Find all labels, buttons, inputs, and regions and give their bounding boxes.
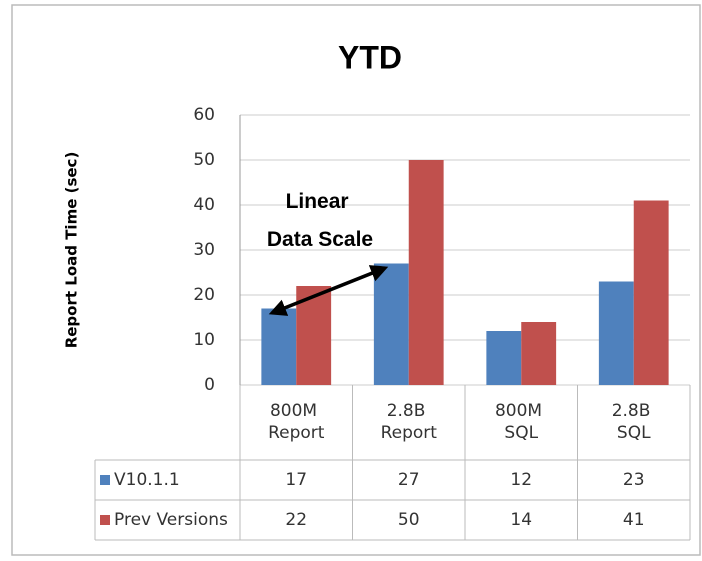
bar [521, 322, 557, 385]
table-value: 41 [623, 510, 645, 530]
y-tick-label: 40 [193, 195, 215, 215]
text-line: SQL [504, 423, 538, 443]
text-line: Linear [286, 190, 355, 213]
legend-swatch [100, 515, 110, 525]
table-value: 27 [398, 470, 420, 490]
text-line: 2.8B [387, 401, 431, 421]
legend-swatch [100, 475, 110, 485]
table-value: 14 [510, 510, 532, 530]
y-tick-label: 30 [193, 240, 215, 260]
legend-label: V10.1.1 [114, 470, 180, 490]
x-tick-label: 2.8B Report [381, 401, 438, 443]
y-tick-label: 20 [193, 285, 215, 305]
x-tick-label: 800M Report [268, 401, 325, 443]
x-tick-label: 2.8B SQL [612, 401, 656, 443]
chart-title: YTD [338, 39, 402, 75]
text-line: SQL [617, 423, 651, 443]
text-line: Report [381, 423, 438, 443]
bar [261, 308, 297, 385]
text-line: 2.8B [612, 401, 656, 421]
annotation: Linear Data Scale [267, 190, 373, 251]
annotation-arrow [268, 265, 389, 316]
text-line: 800M [270, 401, 323, 421]
text-line: 800M [495, 401, 548, 421]
bar [633, 200, 669, 385]
table-value: 23 [623, 470, 645, 490]
table-value: 17 [285, 470, 307, 490]
x-tick-label: 800M SQL [495, 401, 548, 443]
table-value: 12 [510, 470, 532, 490]
legend-label: Prev Versions [114, 510, 228, 530]
y-tick-label: 0 [204, 375, 215, 395]
table-value: 50 [398, 510, 420, 530]
table-value: 22 [285, 510, 307, 530]
bar [598, 281, 634, 385]
bar [373, 263, 409, 385]
y-tick-label: 10 [193, 330, 215, 350]
y-tick-label: 50 [193, 150, 215, 170]
text-line: Data Scale [267, 228, 373, 251]
y-tick-label: 60 [193, 105, 215, 125]
bar [486, 331, 522, 385]
text-line: Report [268, 423, 325, 443]
bar [408, 160, 444, 385]
y-axis-label: Report Load Time (sec) [63, 152, 81, 349]
